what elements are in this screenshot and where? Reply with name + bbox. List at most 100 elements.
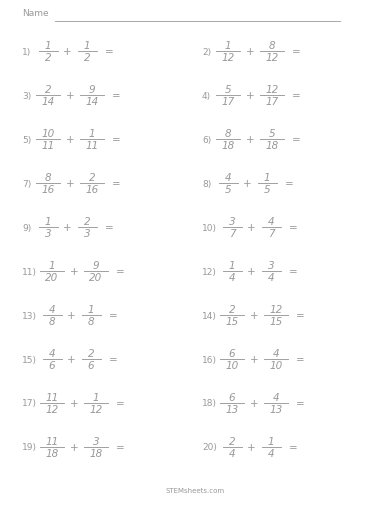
Text: 9: 9 [89,85,95,95]
Text: =: = [112,179,121,189]
Text: 16): 16) [202,355,217,364]
Text: 12: 12 [45,404,58,414]
Text: 18): 18) [202,399,217,408]
Text: 1: 1 [49,261,55,271]
Text: 8): 8) [202,179,211,188]
Text: +: + [246,47,254,57]
Text: STEMsheets.com: STEMsheets.com [165,487,225,493]
Text: 18: 18 [265,141,278,150]
Text: 4: 4 [268,217,274,227]
Text: +: + [247,223,256,232]
Text: 7): 7) [22,179,31,188]
Text: 11: 11 [45,436,58,446]
Text: 15: 15 [269,316,283,326]
Text: 15: 15 [225,316,239,326]
Text: =: = [112,135,121,145]
Text: 2: 2 [45,53,51,63]
Text: +: + [246,91,254,101]
Text: 4: 4 [229,448,235,458]
Text: 12: 12 [222,53,235,63]
Text: 14): 14) [202,311,217,320]
Text: 4: 4 [268,273,274,282]
Text: 2: 2 [229,436,235,446]
Text: =: = [292,91,301,101]
Text: 10): 10) [202,223,217,232]
Text: 1: 1 [45,217,51,227]
Text: 5: 5 [225,185,231,194]
Text: 18: 18 [222,141,235,150]
Text: =: = [289,223,297,232]
Text: 10: 10 [269,360,283,370]
Text: 5): 5) [22,135,31,144]
Text: 5: 5 [264,185,270,194]
Text: 7: 7 [268,229,274,238]
Text: 12: 12 [265,85,278,95]
Text: =: = [296,355,305,364]
Text: 18: 18 [45,448,58,458]
Text: 3): 3) [22,91,31,100]
Text: +: + [70,398,78,408]
Text: 4: 4 [273,348,279,358]
Text: =: = [296,398,305,408]
Text: 6: 6 [49,360,55,370]
Text: 20: 20 [45,273,58,282]
Text: 8: 8 [269,41,275,51]
Text: 12): 12) [202,267,217,276]
Text: 20: 20 [89,273,103,282]
Text: 7: 7 [229,229,235,238]
Text: 17): 17) [22,399,37,408]
Text: 4): 4) [202,91,211,100]
Text: 14: 14 [85,97,99,107]
Text: 6: 6 [88,360,94,370]
Text: =: = [296,311,305,320]
Text: 13: 13 [225,404,239,414]
Text: 5: 5 [225,85,231,95]
Text: 1: 1 [89,129,95,139]
Text: 12: 12 [89,404,103,414]
Text: +: + [66,135,74,145]
Text: 1: 1 [268,436,274,446]
Text: 11: 11 [85,141,99,150]
Text: +: + [250,311,258,320]
Text: 4: 4 [229,273,235,282]
Text: 10: 10 [41,129,55,139]
Text: 6: 6 [229,392,235,402]
Text: 11: 11 [45,392,58,402]
Text: =: = [116,442,125,452]
Text: =: = [116,398,125,408]
Text: =: = [105,223,113,232]
Text: 12: 12 [269,305,283,315]
Text: 8: 8 [88,316,94,326]
Text: +: + [250,355,258,364]
Text: 14: 14 [41,97,55,107]
Text: =: = [284,179,293,189]
Text: 3: 3 [45,229,51,238]
Text: 4: 4 [49,305,55,315]
Text: 1): 1) [22,47,31,57]
Text: +: + [67,355,76,364]
Text: 8: 8 [49,316,55,326]
Text: 3: 3 [229,217,235,227]
Text: 1: 1 [45,41,51,51]
Text: 4: 4 [273,392,279,402]
Text: +: + [247,442,256,452]
Text: 2: 2 [88,348,94,358]
Text: 9): 9) [22,223,31,232]
Text: 1: 1 [84,41,90,51]
Text: 2: 2 [84,217,90,227]
Text: 16: 16 [85,185,99,194]
Text: 2: 2 [229,305,235,315]
Text: 18: 18 [89,448,103,458]
Text: 10: 10 [225,360,239,370]
Text: +: + [247,267,256,276]
Text: 19): 19) [22,442,37,451]
Text: 1: 1 [93,392,99,402]
Text: =: = [292,135,301,145]
Text: 4: 4 [268,448,274,458]
Text: 4: 4 [49,348,55,358]
Text: =: = [112,91,121,101]
Text: 1: 1 [225,41,231,51]
Text: +: + [66,91,74,101]
Text: +: + [67,311,76,320]
Text: 1: 1 [88,305,94,315]
